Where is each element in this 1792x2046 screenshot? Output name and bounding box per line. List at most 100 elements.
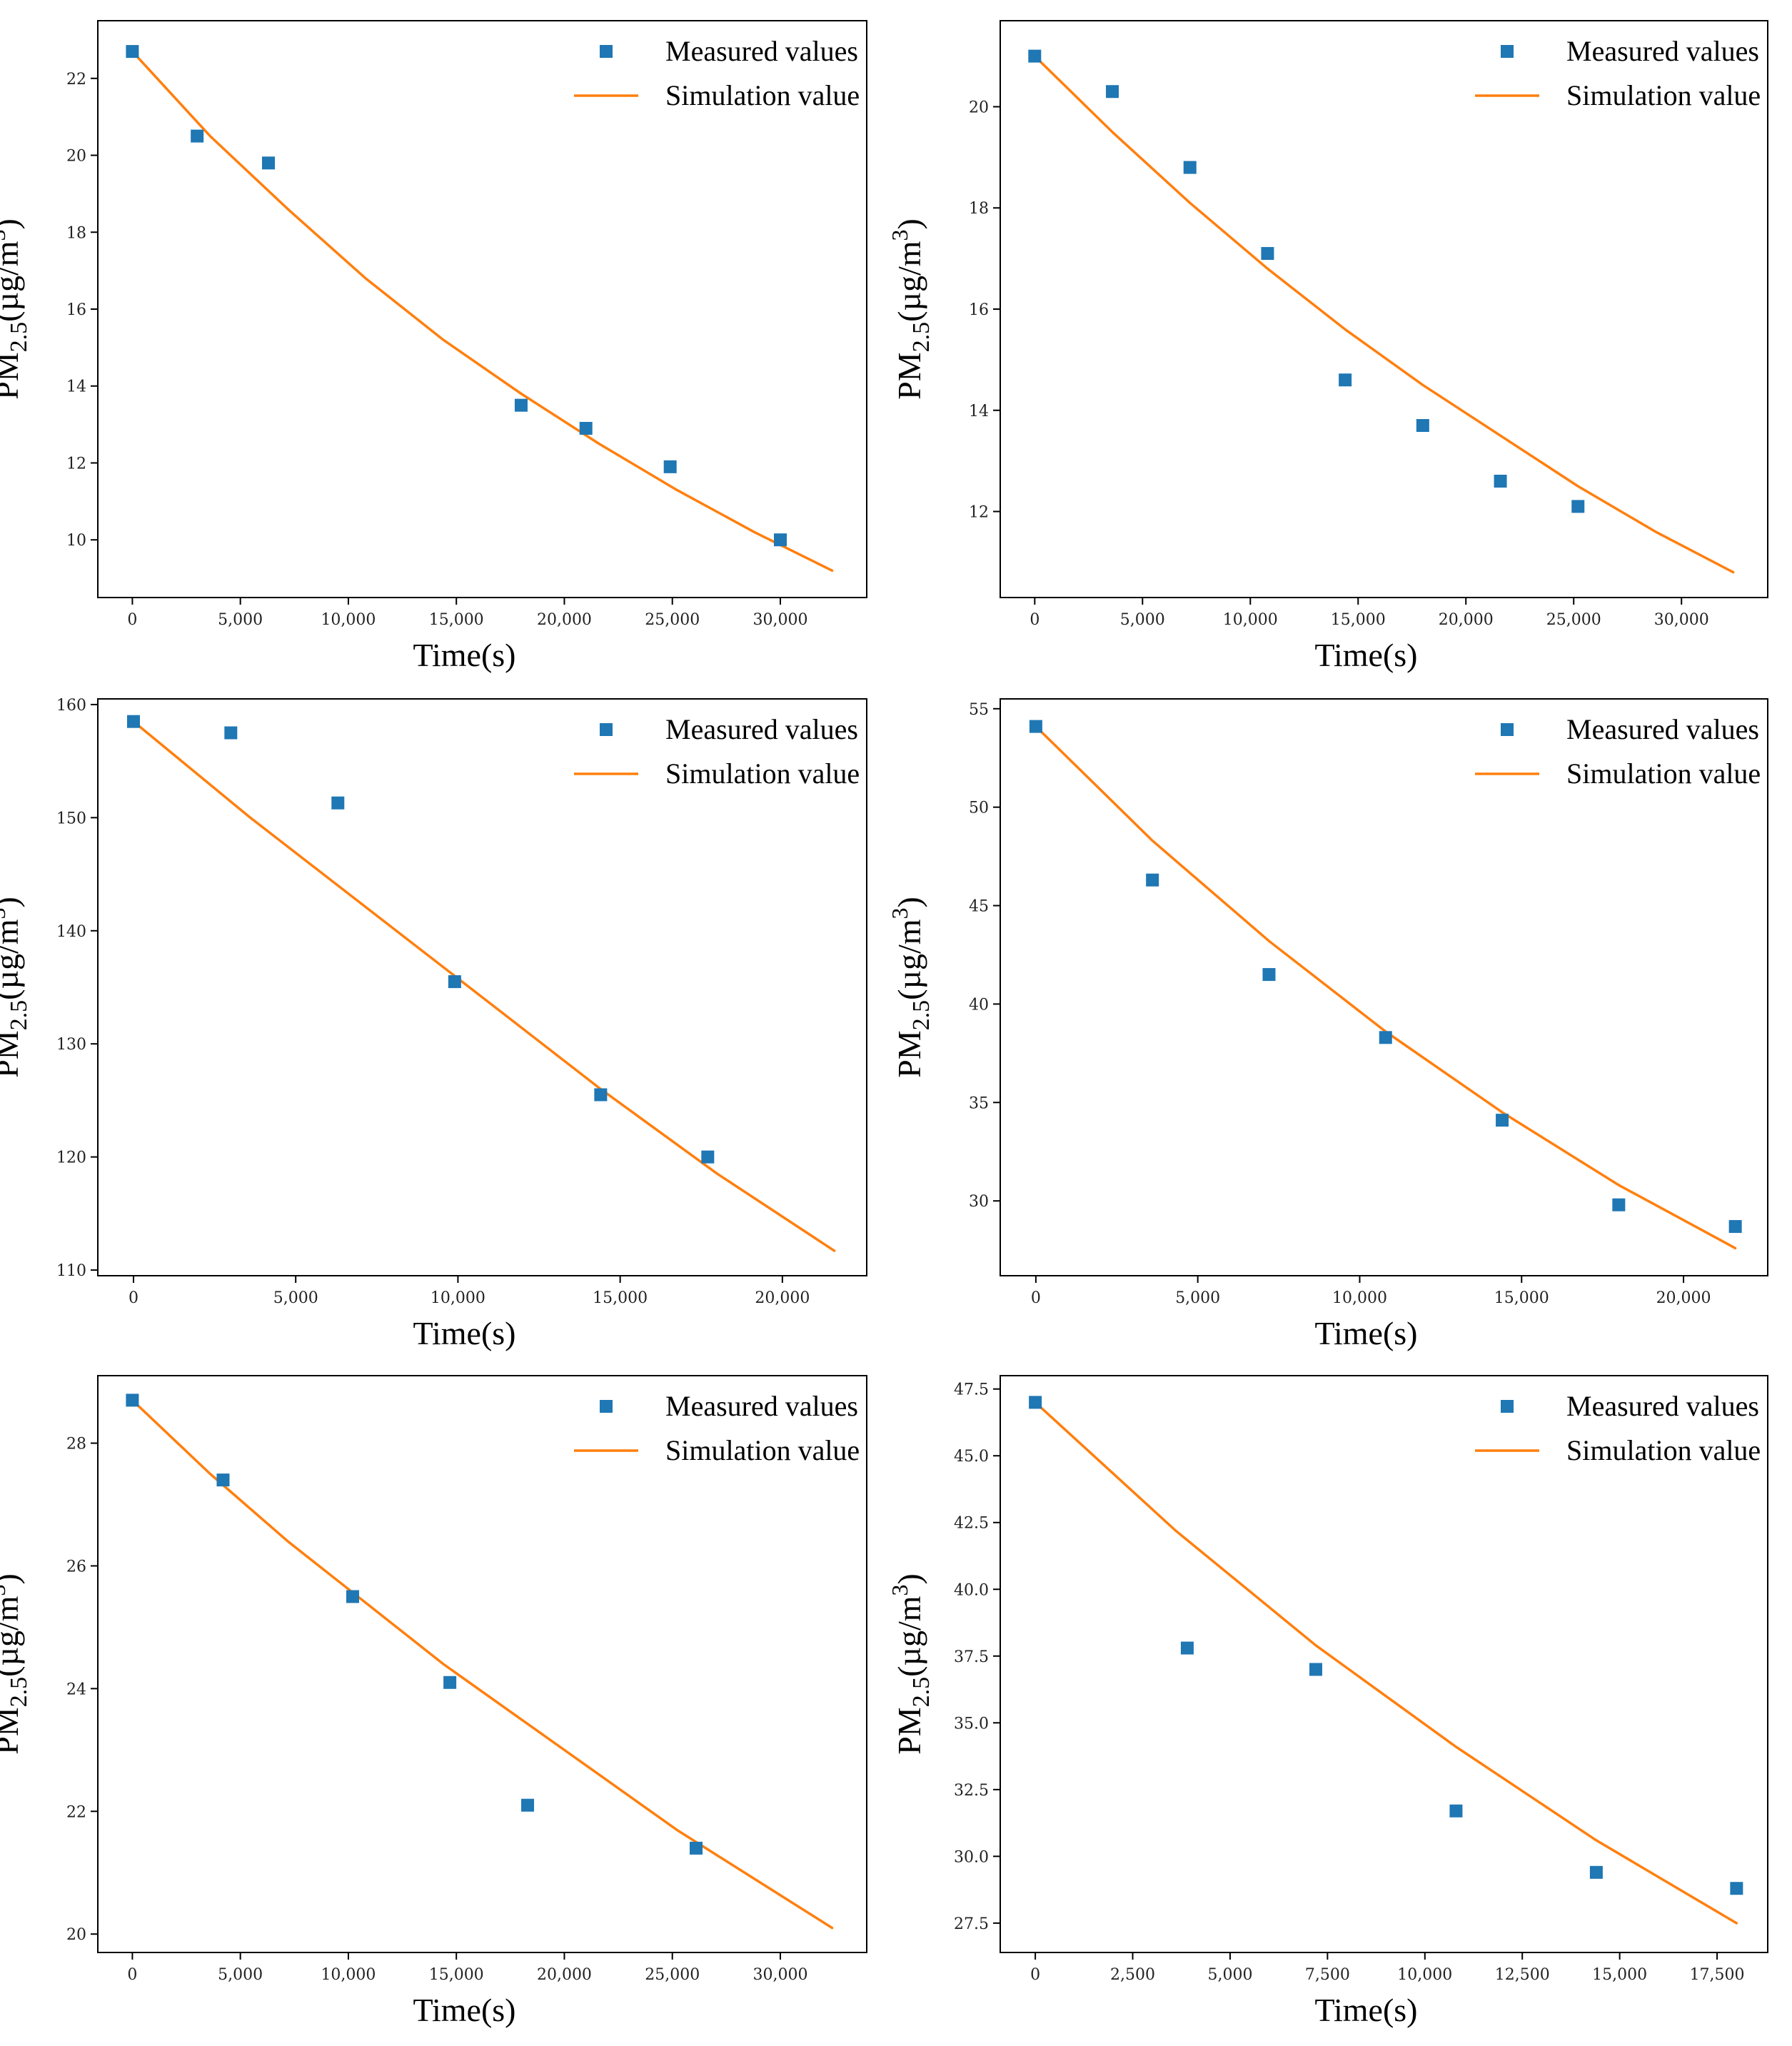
chart-panel-4: 0 5,000 10,000 15,000 20,000 30 35 40 45 50 55 Time… [887, 698, 1768, 1351]
y-tick-label: 140 [56, 923, 86, 941]
x-axis-label: Time(s) [1315, 637, 1418, 673]
plot-frame [1000, 1375, 1768, 1953]
measured-point [1589, 1865, 1603, 1879]
y-tick-label: 16 [969, 301, 989, 319]
measured-point [1261, 247, 1274, 261]
y-label-subscript: 2.5 [6, 322, 32, 353]
x-tick-label: 0 [1031, 1289, 1041, 1307]
x-tick-label: 25,000 [645, 1966, 700, 1984]
y-label-unit: (µg/m [891, 919, 927, 1000]
legend-marker-measured [1501, 1400, 1514, 1413]
y-label-subscript: 2.5 [908, 322, 935, 353]
measured-point [1028, 49, 1042, 63]
x-tick-label: 5,000 [1207, 1966, 1252, 1984]
y-tick-label: 150 [56, 810, 86, 827]
y-label-unit: (µg/m [0, 919, 25, 1000]
measured-point [448, 975, 461, 989]
y-label-subscript: 2.5 [908, 1677, 935, 1708]
x-tick-label: 10,000 [1332, 1289, 1387, 1307]
x-tick-label: 10,000 [1223, 611, 1278, 629]
measured-point [224, 726, 238, 740]
simulation-line [132, 720, 836, 1252]
legend-label-measured: Measured values [1566, 1390, 1759, 1422]
y-label-close: ) [0, 218, 25, 229]
x-tick-label: 30,000 [1654, 611, 1709, 629]
y-tick-label: 160 [56, 697, 86, 715]
legend-label-measured: Measured values [665, 35, 858, 67]
y-tick-label: 42.5 [954, 1515, 989, 1533]
measured-point [1728, 1220, 1742, 1234]
measured-point [1730, 1882, 1743, 1895]
measured-point [1262, 968, 1276, 982]
legend-label-simulation: Simulation value [1566, 79, 1761, 111]
x-tick-label: 7,500 [1305, 1966, 1350, 1984]
y-tick-label: 14 [66, 378, 86, 396]
y-tick-label: 45.0 [954, 1448, 989, 1466]
measured-point [346, 1590, 359, 1603]
y-tick-label: 47.5 [954, 1381, 989, 1399]
plot-frame [1000, 698, 1768, 1276]
x-tick-label: 20,000 [1439, 611, 1494, 629]
measured-point [1309, 1663, 1323, 1676]
x-tick-label: 15,000 [1494, 1289, 1549, 1307]
y-label-unit: (µg/m [0, 1596, 25, 1677]
x-tick-label: 5,000 [1175, 1289, 1220, 1307]
x-tick-label: 0 [1030, 1966, 1040, 1984]
measured-point [1146, 873, 1159, 887]
y-label-close: ) [891, 897, 927, 907]
y-axis-label: PM2.5(µg/m3) [0, 1573, 32, 1755]
x-tick-label: 15,000 [1331, 611, 1386, 629]
y-tick-label: 55 [969, 701, 989, 719]
legend-label-measured: Measured values [1566, 35, 1759, 67]
x-tick-label: 10,000 [1397, 1966, 1452, 1984]
x-tick-label: 30,000 [752, 1966, 807, 1984]
legend-label-measured: Measured values [1566, 713, 1759, 745]
y-tick-label: 35.0 [954, 1715, 989, 1733]
plot-frame [97, 1375, 867, 1953]
x-tick-label: 5,000 [218, 1966, 263, 1984]
measured-point [1571, 500, 1585, 513]
legend-marker-measured [600, 1400, 613, 1413]
measured-point [663, 460, 677, 473]
y-tick-label: 110 [56, 1262, 86, 1280]
simulation-line [1033, 54, 1735, 574]
y-tick-label: 32.5 [954, 1782, 989, 1800]
y-label-base: PM [0, 352, 25, 399]
measured-point [521, 1798, 535, 1812]
measured-point [126, 715, 140, 728]
y-tick-label: 24 [66, 1680, 86, 1698]
y-label-close: ) [0, 897, 25, 907]
y-tick-label: 30 [969, 1193, 989, 1211]
y-axis-label: PM2.5(µg/m3) [0, 897, 32, 1078]
y-label-base: PM [891, 1030, 927, 1077]
y-label-superscript: 3 [887, 229, 912, 241]
x-tick-label: 5,000 [218, 611, 263, 629]
y-axis-label: PM2.5(µg/m3) [887, 1573, 935, 1755]
x-tick-label: 25,000 [1546, 611, 1601, 629]
x-tick-label: 25,000 [645, 611, 700, 629]
x-tick-label: 10,000 [431, 1289, 485, 1307]
measured-point [579, 421, 593, 435]
y-label-base: PM [891, 1707, 927, 1754]
y-label-unit: (µg/m [891, 241, 927, 322]
y-label-superscript: 3 [887, 907, 912, 919]
y-label-superscript: 3 [887, 1584, 912, 1596]
y-label-close: ) [891, 1573, 927, 1584]
measured-point [1496, 1114, 1509, 1127]
measured-point [701, 1150, 715, 1164]
simulation-line [131, 50, 834, 573]
measured-point [126, 45, 139, 59]
measured-point [1029, 1396, 1042, 1409]
y-tick-label: 30.0 [954, 1848, 989, 1866]
legend-marker-measured [600, 45, 613, 58]
y-tick-label: 18 [969, 200, 989, 218]
measured-point [261, 156, 275, 170]
measured-point [1180, 1641, 1194, 1655]
chart-panel-6: 0 2,500 5,000 7,500 10,000 12,500 15,000 17,500… [887, 1375, 1768, 2028]
x-tick-label: 0 [127, 611, 137, 629]
x-axis-label: Time(s) [413, 1315, 516, 1351]
y-tick-label: 16 [66, 301, 86, 319]
y-label-base: PM [0, 1030, 25, 1077]
measured-point [1416, 419, 1429, 433]
y-tick-label: 22 [66, 1803, 86, 1821]
